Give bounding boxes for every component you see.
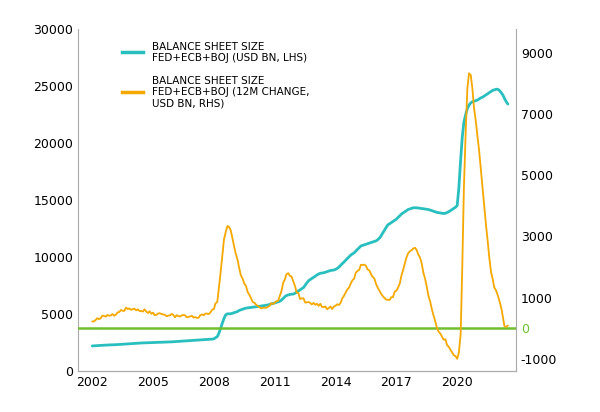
Legend: BALANCE SHEET SIZE
FED+ECB+BOJ (USD BN, LHS), BALANCE SHEET SIZE
FED+ECB+BOJ (12: BALANCE SHEET SIZE FED+ECB+BOJ (USD BN, … xyxy=(118,37,313,113)
